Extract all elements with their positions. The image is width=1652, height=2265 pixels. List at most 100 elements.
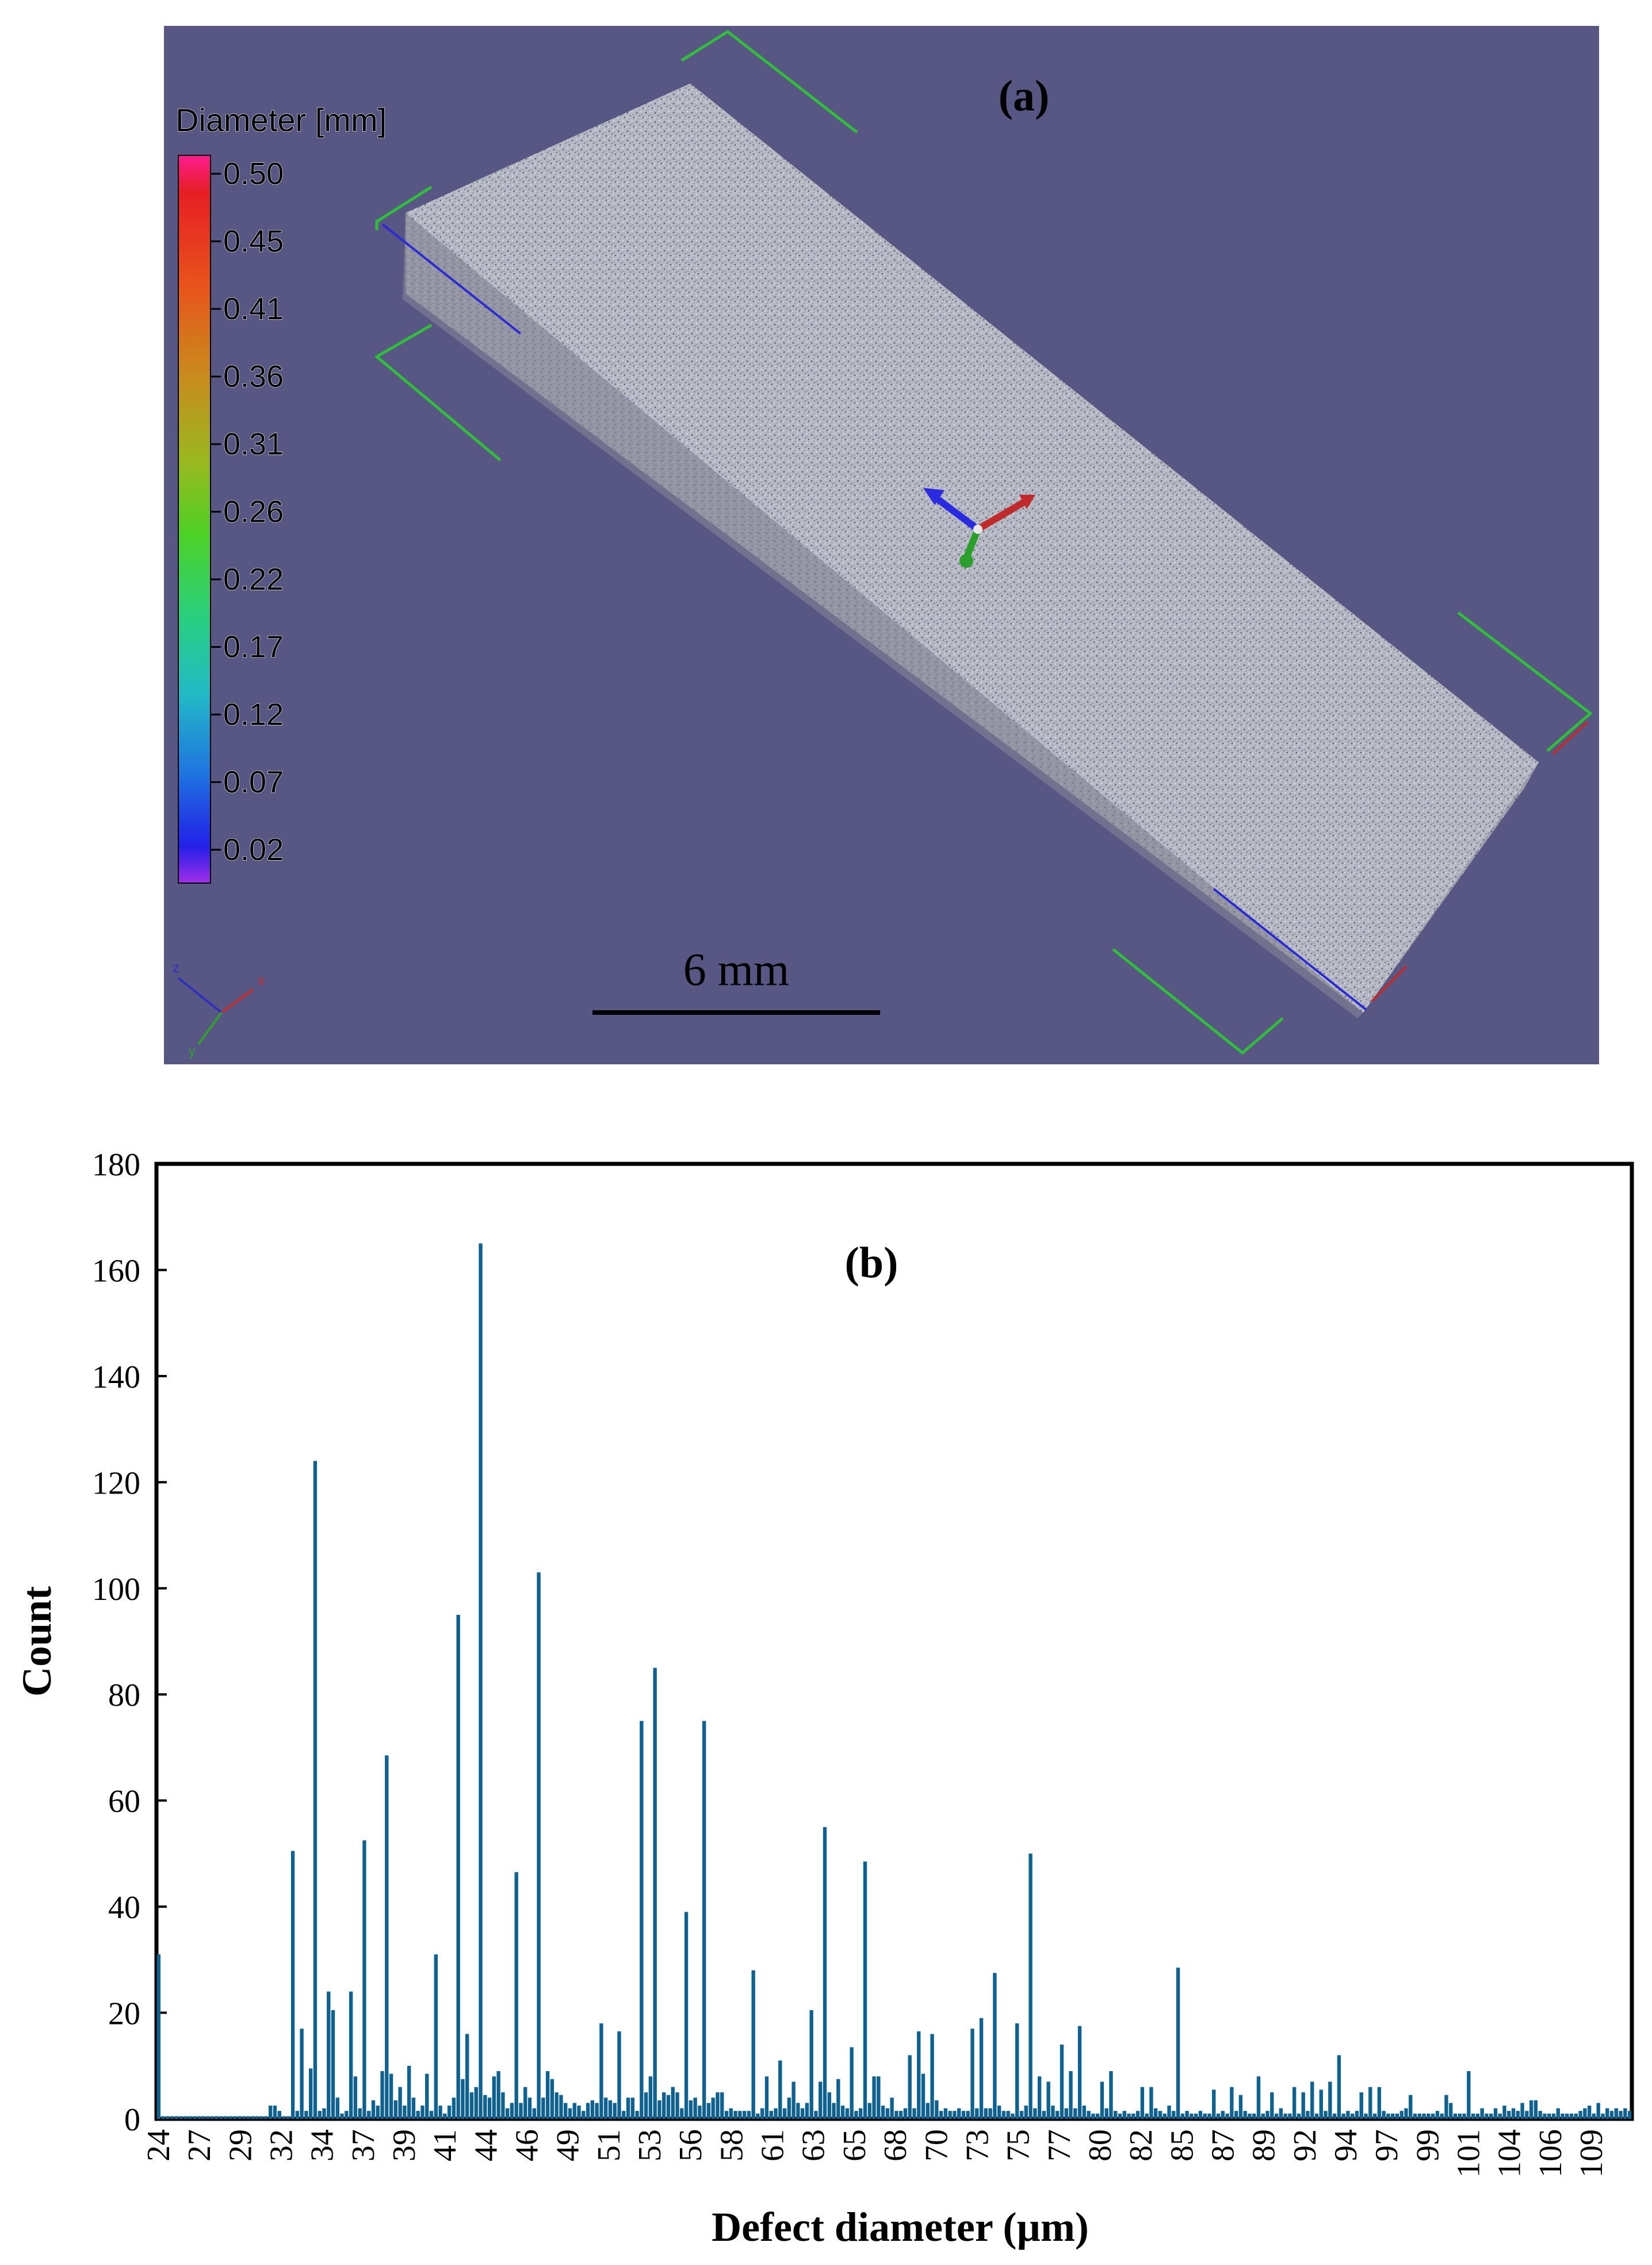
histogram-bar: [1520, 2103, 1524, 2119]
histogram-bar: [1301, 2092, 1305, 2119]
x-tick-label: 99: [1410, 2129, 1446, 2161]
histogram-bar: [1127, 2113, 1131, 2119]
histogram-bar: [1462, 2113, 1466, 2119]
histogram-bar: [1046, 2081, 1050, 2119]
histogram-bar: [953, 2111, 957, 2119]
bounding-box-edge-red: [1371, 965, 1408, 1002]
histogram-bar: [1118, 2113, 1122, 2119]
histogram-bar: [1485, 2113, 1489, 2119]
histogram-bar: [1279, 2108, 1283, 2119]
histogram-bar: [832, 2103, 836, 2119]
histogram-bar: [1569, 2113, 1574, 2119]
histogram-bar: [1417, 2113, 1421, 2119]
histogram-bar: [1033, 2108, 1037, 2119]
legend-tick-label: 0.02: [223, 832, 284, 867]
histogram-bar: [1538, 2111, 1542, 2119]
histogram-bar: [434, 1954, 438, 2119]
legend-tick-label: 0.31: [223, 427, 284, 461]
histogram-bar: [519, 2103, 523, 2119]
histogram-bar: [836, 2079, 840, 2119]
panel-a: z x y Diameter [mm] 0.50 0.45 0.41 0.36 0.31…: [0, 0, 1652, 1093]
histogram-bar: [1493, 2108, 1498, 2119]
histogram-bar: [1265, 2111, 1269, 2119]
histogram-bar: [393, 2100, 398, 2119]
histogram-bar: [1221, 2111, 1225, 2119]
histogram-bar: [1578, 2111, 1582, 2119]
histogram-bar: [738, 2111, 742, 2119]
x-tick-label: 32: [264, 2129, 300, 2161]
histogram-bar: [1203, 2113, 1207, 2119]
ct-render-view: z x y Diameter [mm] 0.50 0.45 0.41 0.36 0.31…: [164, 26, 1599, 1064]
histogram-bar: [680, 2108, 684, 2119]
histogram-bar: [912, 2108, 916, 2119]
y-tick-label: 0: [124, 2102, 140, 2138]
histogram-bar: [192, 2116, 197, 2119]
histogram-bar: [1024, 2105, 1028, 2119]
specimen-end-face: [403, 213, 1363, 1018]
x-tick-label: 56: [673, 2129, 709, 2161]
histogram-bar: [242, 2116, 246, 2119]
histogram-bar: [1409, 2095, 1413, 2119]
histogram-bar: [407, 2065, 411, 2119]
histogram-bar: [657, 2100, 661, 2119]
histogram-bar: [322, 2108, 326, 2119]
legend-tick-label: 0.22: [223, 562, 284, 597]
histogram-bar: [1190, 2113, 1194, 2119]
histogram-bar: [1238, 2095, 1243, 2119]
histogram-bar: [1382, 2111, 1386, 2119]
histogram-bar: [903, 2108, 908, 2119]
histogram-bar: [505, 2108, 510, 2119]
svg-text:x: x: [258, 973, 265, 988]
histogram-bar: [174, 2116, 179, 2119]
histogram-bar: [237, 2116, 241, 2119]
histogram-bar: [1037, 2076, 1042, 2119]
histogram-bar: [403, 2105, 407, 2119]
histogram-bar: [711, 2098, 715, 2119]
histogram-bar: [219, 2116, 223, 2119]
histogram-bar: [327, 1991, 331, 2119]
histogram-bar: [1341, 2113, 1345, 2119]
svg-text:y: y: [189, 1044, 196, 1059]
histogram-bar: [224, 2116, 228, 2119]
x-tick-label: 39: [387, 2129, 422, 2161]
histogram-bar: [1051, 2105, 1055, 2119]
histogram-bar: [630, 2098, 634, 2119]
histogram-bar: [389, 2073, 393, 2119]
y-tick-label: 160: [92, 1253, 140, 1289]
histogram-bar: [1431, 2113, 1435, 2119]
x-tick-label: 53: [632, 2129, 668, 2161]
histogram-bar: [452, 2098, 456, 2119]
y-tick-label: 180: [92, 1147, 140, 1183]
histogram-bar: [706, 2103, 711, 2119]
histogram-bar: [863, 1861, 867, 2119]
histogram-bar: [416, 2111, 420, 2119]
histogram-bar: [1619, 2111, 1623, 2119]
histogram-bar: [1060, 2044, 1064, 2119]
x-tick-label: 109: [1574, 2129, 1609, 2178]
histogram-bar: [805, 2103, 809, 2119]
histogram-bar: [1551, 2113, 1556, 2119]
histogram-bar: [559, 2095, 563, 2119]
histogram-bar: [1507, 2111, 1511, 2119]
x-tick-label: 80: [1083, 2129, 1118, 2161]
histogram-bar: [577, 2105, 581, 2119]
histogram-bar: [1145, 2113, 1149, 2119]
x-tick-label: 51: [591, 2129, 627, 2161]
histogram-bar: [367, 2111, 371, 2119]
histogram-bar: [1587, 2105, 1592, 2119]
histogram-bar: [850, 2047, 854, 2119]
histogram-bar: [1422, 2113, 1426, 2119]
histogram-bar: [1028, 1853, 1032, 2119]
histogram-bar: [729, 2108, 733, 2119]
histogram-bar: [1516, 2111, 1520, 2119]
histogram-bar: [1194, 2113, 1198, 2119]
histogram-bar: [1359, 2092, 1363, 2119]
histogram-bar: [586, 2103, 590, 2119]
legend-tick-label: 0.17: [223, 630, 284, 664]
histogram-bar: [1140, 2087, 1145, 2119]
x-tick-label: 85: [1164, 2129, 1200, 2161]
histogram-bar: [1095, 2113, 1100, 2119]
histogram-bar: [823, 1827, 827, 2119]
histogram-bar: [568, 2108, 572, 2119]
histogram-bar: [698, 2105, 702, 2119]
